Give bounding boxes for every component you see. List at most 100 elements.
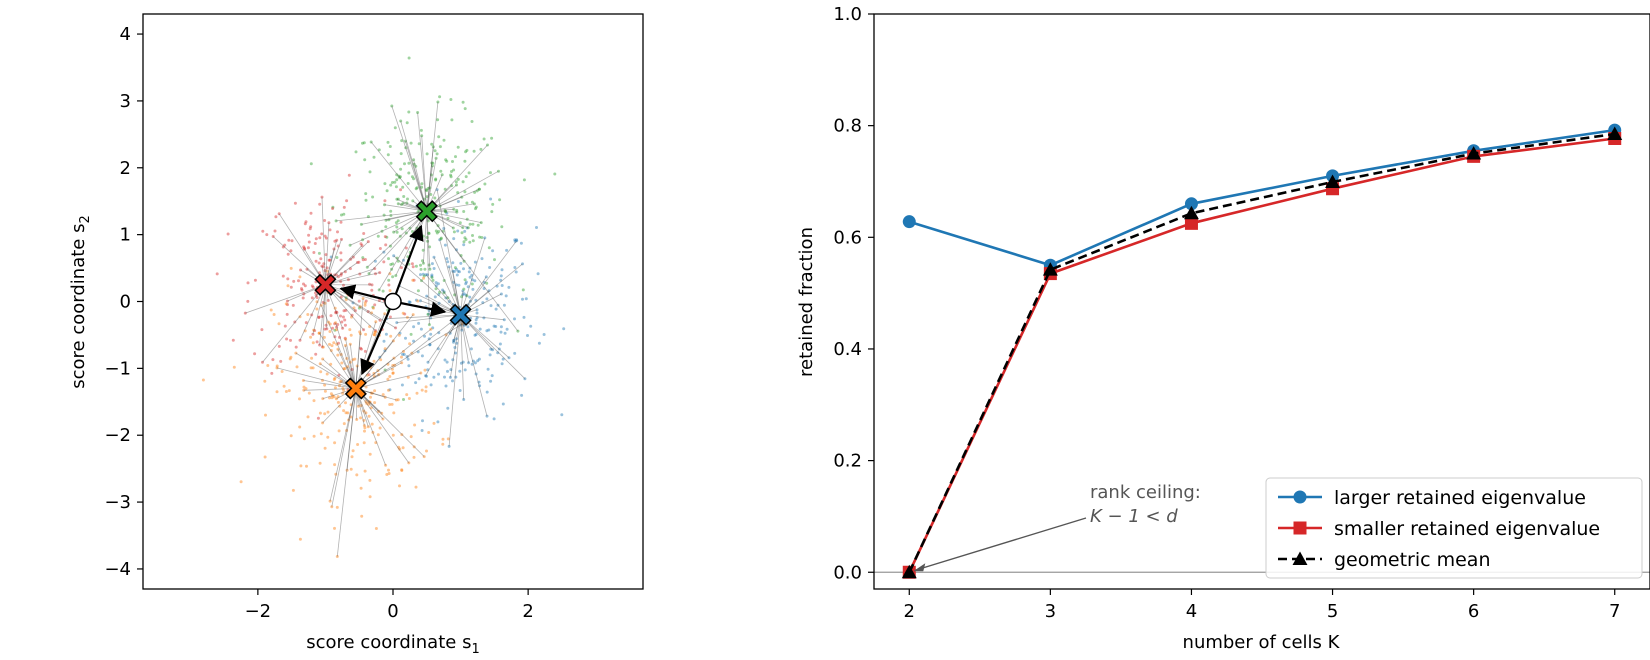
scatter-point [460, 195, 464, 199]
scatter-point [334, 310, 338, 314]
scatter-point [440, 173, 444, 177]
scatter-point [299, 464, 303, 468]
scatter-point [418, 299, 422, 303]
scatter-point [462, 259, 466, 263]
legend-entry: larger retained eigenvalue [1278, 487, 1586, 509]
scatter-point [416, 299, 420, 303]
scatter-point [341, 386, 345, 390]
scatter-point [421, 234, 425, 238]
scatter-point [284, 302, 288, 306]
scatter-point [402, 398, 405, 401]
scatter-point [490, 210, 494, 214]
scatter-point [424, 374, 428, 378]
scatter-point [416, 111, 420, 114]
scatter-point [318, 362, 322, 366]
assignment-line [355, 388, 386, 466]
scatter-point [426, 368, 430, 372]
scatter-point [435, 231, 439, 235]
scatter-point [479, 221, 483, 225]
data-point [1607, 126, 1623, 141]
assignment-line [413, 159, 428, 212]
scatter-point [473, 260, 477, 264]
scatter-point [372, 359, 376, 363]
scatter-point [407, 161, 411, 165]
scatter-point [297, 279, 300, 283]
scatter-point [305, 464, 308, 468]
scatter-point [409, 141, 413, 145]
scatter-point [298, 537, 302, 541]
scatter-point [491, 348, 495, 352]
scatter-point [444, 296, 448, 300]
scatter-point [447, 444, 451, 448]
scatter-point [336, 275, 340, 279]
scatter-point [303, 247, 307, 251]
scatter-point [452, 339, 456, 343]
scatter-point [378, 426, 382, 430]
scatter-point [480, 236, 484, 239]
y-tick-label: 1 [120, 225, 131, 246]
scatter-point [451, 226, 455, 230]
scatter-point [499, 274, 503, 278]
scatter-point [475, 316, 479, 320]
scatter-point [335, 238, 339, 242]
assignment-line [355, 372, 421, 389]
line-x-axis-label: number of cells K [1183, 632, 1341, 653]
scatter-point [356, 443, 360, 446]
scatter-point [308, 227, 312, 231]
scatter-point [274, 215, 278, 219]
scatter-point [298, 425, 302, 429]
scatter-point [526, 334, 529, 337]
scatter-point [285, 312, 289, 316]
scatter-point [334, 321, 338, 325]
assignment-line [460, 237, 486, 315]
scatter-point [246, 299, 250, 303]
scatter-point [300, 288, 304, 292]
scatter-point [334, 472, 338, 476]
scatter-point [339, 379, 343, 383]
scatter-point [485, 329, 489, 333]
scatter-point [378, 318, 382, 322]
scatter-point [302, 246, 306, 250]
scatter-point [436, 118, 440, 122]
scatter-point [369, 391, 373, 395]
scatter-point [383, 395, 387, 399]
scatter-point [299, 268, 302, 272]
scatter-point [381, 289, 385, 293]
y-tick-label: 2 [120, 158, 131, 179]
scatter-point [433, 295, 437, 299]
scatter-point [289, 285, 293, 289]
origin-marker [384, 292, 402, 311]
series-line [908, 137, 1615, 573]
scatter-point [427, 312, 431, 316]
annotation-line-2: K − 1 < d [1090, 506, 1178, 527]
scatter-point [464, 238, 468, 241]
scatter-point [348, 267, 352, 271]
scatter-point [362, 424, 366, 428]
scatter-point [471, 239, 475, 243]
scatter-point [464, 175, 468, 179]
scatter-point [498, 198, 502, 202]
scatter-point [243, 311, 247, 315]
scatter-point [513, 351, 517, 355]
scatter-point [265, 233, 269, 237]
scatter-point [553, 172, 557, 176]
scatter-point [501, 357, 505, 361]
scatter-point [318, 411, 322, 415]
assignment-line [460, 314, 505, 321]
scatter-point [282, 384, 286, 388]
scatter-point [496, 303, 500, 307]
scatter-point [364, 299, 368, 303]
scatter-point [253, 278, 257, 282]
scatter-point [332, 341, 336, 345]
scatter-point [386, 377, 390, 381]
scatter-point [335, 505, 339, 509]
scatter-point [458, 389, 462, 392]
scatter-point [477, 357, 481, 361]
scatter-point [366, 215, 370, 219]
scatter-point [393, 126, 397, 130]
scatter-point [397, 174, 401, 178]
scatter-point [339, 280, 343, 283]
scatter-point [328, 499, 332, 503]
scatter-point [314, 237, 318, 241]
scatter-point [496, 351, 500, 355]
